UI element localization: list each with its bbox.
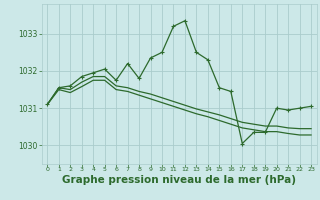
X-axis label: Graphe pression niveau de la mer (hPa): Graphe pression niveau de la mer (hPa) [62,175,296,185]
